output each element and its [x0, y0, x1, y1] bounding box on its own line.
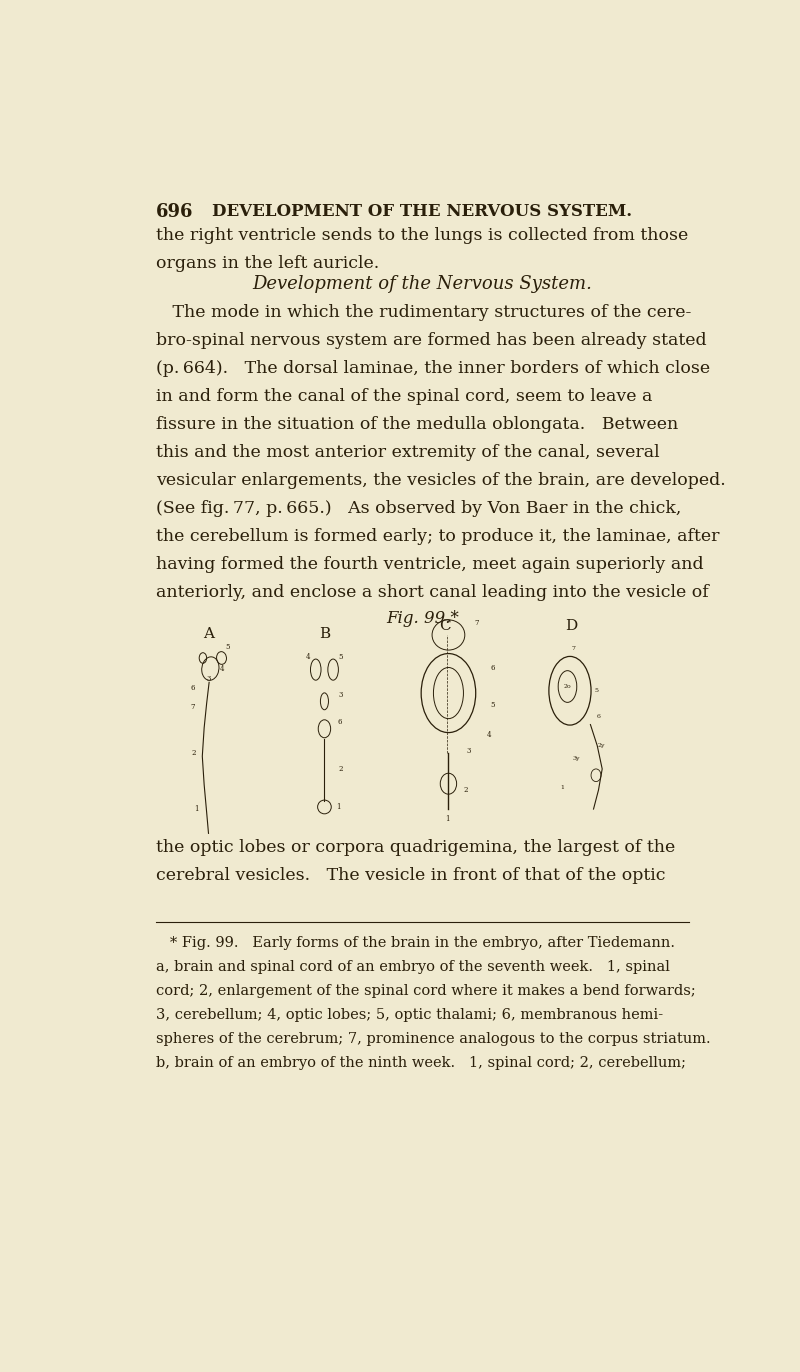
Text: 2y: 2y: [598, 744, 605, 748]
Text: 4: 4: [306, 653, 310, 661]
Text: anteriorly, and enclose a short canal leading into the vesicle of: anteriorly, and enclose a short canal le…: [156, 584, 709, 601]
Text: (See fig. 77, p. 665.)   As observed by Von Baer in the chick,: (See fig. 77, p. 665.) As observed by Vo…: [156, 499, 681, 517]
Text: 1: 1: [561, 785, 565, 790]
Text: the right ventricle sends to the lungs is collected from those: the right ventricle sends to the lungs i…: [156, 226, 688, 244]
Text: 5: 5: [338, 653, 343, 661]
Text: vesicular enlargements, the vesicles of the brain, are developed.: vesicular enlargements, the vesicles of …: [156, 472, 726, 488]
Text: fissure in the situation of the medulla oblongata.   Between: fissure in the situation of the medulla …: [156, 416, 678, 434]
Text: 2: 2: [338, 766, 343, 772]
Text: 6: 6: [190, 683, 195, 691]
Text: 1: 1: [194, 805, 199, 814]
Text: 6: 6: [597, 713, 601, 719]
Text: 5: 5: [594, 689, 598, 693]
Text: 5: 5: [490, 701, 495, 709]
Text: 4: 4: [487, 731, 492, 740]
Text: 696: 696: [156, 203, 194, 221]
Text: organs in the left auricle.: organs in the left auricle.: [156, 255, 379, 272]
Text: b, brain of an embryo of the ninth week.   1, spinal cord; 2, cerebellum;: b, brain of an embryo of the ninth week.…: [156, 1056, 686, 1070]
Text: in and form the canal of the spinal cord, seem to leave a: in and form the canal of the spinal cord…: [156, 388, 652, 405]
Text: 6: 6: [490, 664, 495, 671]
Text: a, brain and spinal cord of an embryo of the seventh week.   1, spinal: a, brain and spinal cord of an embryo of…: [156, 960, 670, 974]
Text: the optic lobes or corpora quadrigemina, the largest of the: the optic lobes or corpora quadrigemina,…: [156, 838, 675, 856]
Text: A: A: [203, 627, 214, 641]
Text: 5: 5: [226, 643, 230, 652]
Text: the cerebellum is formed early; to produce it, the laminae, after: the cerebellum is formed early; to produ…: [156, 528, 719, 545]
Text: cord; 2, enlargement of the spinal cord where it makes a bend forwards;: cord; 2, enlargement of the spinal cord …: [156, 984, 695, 997]
Text: Development of the Nervous System.: Development of the Nervous System.: [253, 274, 592, 292]
Text: 2: 2: [463, 786, 468, 793]
Text: 3, cerebellum; 4, optic lobes; 5, optic thalami; 6, membranous hemi-: 3, cerebellum; 4, optic lobes; 5, optic …: [156, 1008, 663, 1022]
Text: having formed the fourth ventricle, meet again superiorly and: having formed the fourth ventricle, meet…: [156, 556, 703, 573]
Text: 3: 3: [206, 675, 210, 683]
Text: 1: 1: [445, 815, 450, 823]
Text: 7: 7: [190, 702, 195, 711]
Text: 7: 7: [475, 619, 479, 627]
Text: cerebral vesicles.   The vesicle in front of that of the optic: cerebral vesicles. The vesicle in front …: [156, 867, 666, 884]
Text: bro-spinal nervous system are formed has been already stated: bro-spinal nervous system are formed has…: [156, 332, 706, 348]
Text: The mode in which the rudimentary structures of the cere-: The mode in which the rudimentary struct…: [156, 305, 691, 321]
Text: D: D: [565, 619, 578, 632]
Text: DEVELOPMENT OF THE NERVOUS SYSTEM.: DEVELOPMENT OF THE NERVOUS SYSTEM.: [212, 203, 633, 220]
Text: 3: 3: [466, 748, 471, 755]
Text: 6: 6: [338, 719, 342, 726]
Text: * Fig. 99.   Early forms of the brain in the embryo, after Tiedemann.: * Fig. 99. Early forms of the brain in t…: [156, 936, 674, 949]
Text: 3y: 3y: [573, 756, 580, 761]
Text: C: C: [439, 619, 451, 632]
Text: 3: 3: [338, 691, 342, 698]
Text: 7: 7: [571, 646, 575, 650]
Text: 1: 1: [336, 803, 340, 811]
Text: B: B: [319, 627, 330, 641]
Text: this and the most anterior extremity of the canal, several: this and the most anterior extremity of …: [156, 445, 659, 461]
Text: 2o: 2o: [564, 685, 571, 689]
Text: Fig. 99.*: Fig. 99.*: [386, 611, 459, 627]
Text: (p. 664).   The dorsal laminae, the inner borders of which close: (p. 664). The dorsal laminae, the inner …: [156, 359, 710, 377]
Text: 2: 2: [192, 749, 197, 757]
Text: 4: 4: [219, 664, 224, 672]
Text: spheres of the cerebrum; 7, prominence analogous to the corpus striatum.: spheres of the cerebrum; 7, prominence a…: [156, 1032, 710, 1047]
